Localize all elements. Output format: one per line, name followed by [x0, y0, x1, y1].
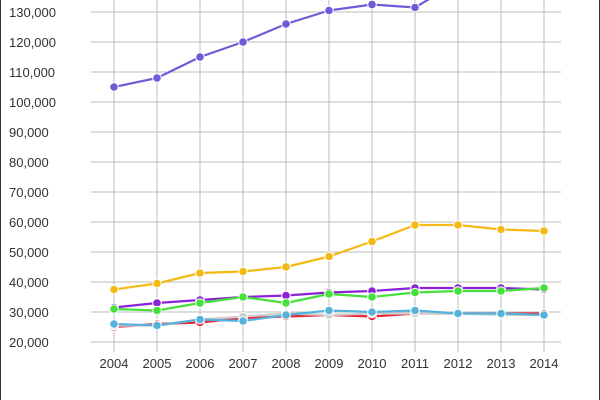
- y-tick-label: 130,000: [9, 5, 56, 20]
- y-tick-label: 80,000: [9, 155, 49, 170]
- data-point: [539, 310, 549, 320]
- data-point: [238, 37, 248, 47]
- series-7: [109, 305, 549, 331]
- data-point: [410, 220, 420, 230]
- data-point: [281, 310, 291, 320]
- grid: [91, 0, 561, 352]
- y-tick-label: 30,000: [9, 305, 49, 320]
- x-tick-label: 2006: [186, 356, 215, 371]
- data-point: [410, 305, 420, 316]
- data-point: [238, 266, 248, 277]
- data-point: [367, 307, 377, 317]
- data-point: [496, 224, 506, 235]
- series-4: [109, 283, 549, 316]
- data-point: [539, 226, 549, 236]
- x-tick-label: 2004: [100, 356, 129, 371]
- series-1: [109, 0, 430, 92]
- y-tick-label: 20,000: [9, 335, 49, 350]
- data-point: [410, 287, 420, 298]
- data-point: [195, 268, 205, 278]
- series-2: [109, 220, 549, 295]
- data-point: [195, 314, 205, 325]
- series-group: [109, 0, 549, 332]
- data-point: [152, 73, 162, 83]
- data-point: [281, 262, 291, 272]
- data-point: [453, 220, 463, 230]
- x-tick-label: 2010: [358, 356, 387, 371]
- y-tick-label: 120,000: [9, 35, 56, 50]
- y-tick-label: 70,000: [9, 185, 49, 200]
- data-point: [152, 320, 162, 331]
- data-point: [109, 284, 119, 295]
- data-point: [195, 298, 205, 308]
- x-tick-label: 2011: [401, 356, 429, 371]
- data-point: [324, 289, 334, 299]
- data-point: [324, 251, 334, 262]
- x-tick-label: 2009: [315, 356, 344, 371]
- data-point: [496, 286, 506, 296]
- y-tick-label: 100,000: [9, 95, 56, 110]
- y-tick-label: 110,000: [9, 65, 55, 80]
- x-tick-label: 2008: [272, 356, 301, 371]
- data-point: [324, 305, 334, 316]
- data-point: [195, 52, 205, 62]
- data-point: [152, 278, 162, 289]
- x-tick-label: 2005: [143, 356, 172, 371]
- data-point: [281, 298, 291, 308]
- data-point: [410, 2, 420, 13]
- data-point: [539, 283, 549, 293]
- y-tick-label: 40,000: [9, 275, 49, 290]
- data-point: [453, 308, 463, 319]
- x-tick-label: 2014: [530, 356, 559, 371]
- data-point: [453, 286, 463, 296]
- y-axis-ticks: 20,000 30,000 40,000 50,000 60,000 70,000 80,0…: [9, 5, 56, 350]
- data-point: [324, 5, 334, 16]
- data-point: [109, 82, 119, 92]
- data-point: [152, 305, 162, 316]
- data-point: [367, 292, 377, 302]
- data-point: [367, 236, 377, 247]
- data-point: [496, 308, 506, 319]
- x-tick-label: 2013: [487, 356, 516, 371]
- data-point: [109, 319, 119, 329]
- x-tick-label: 2007: [229, 356, 258, 371]
- y-tick-label: 50,000: [9, 245, 49, 260]
- data-point: [238, 292, 248, 302]
- data-point: [109, 304, 119, 314]
- data-point: [238, 316, 248, 326]
- x-axis-ticks: 2004 2005 2006 2007 2008 2009 2010 2011 2012 2013…: [100, 356, 559, 371]
- y-tick-label: 60,000: [9, 215, 49, 230]
- y-tick-label: 90,000: [9, 125, 49, 140]
- data-point: [281, 19, 291, 29]
- data-point: [367, 0, 377, 10]
- x-tick-label: 2012: [444, 356, 473, 371]
